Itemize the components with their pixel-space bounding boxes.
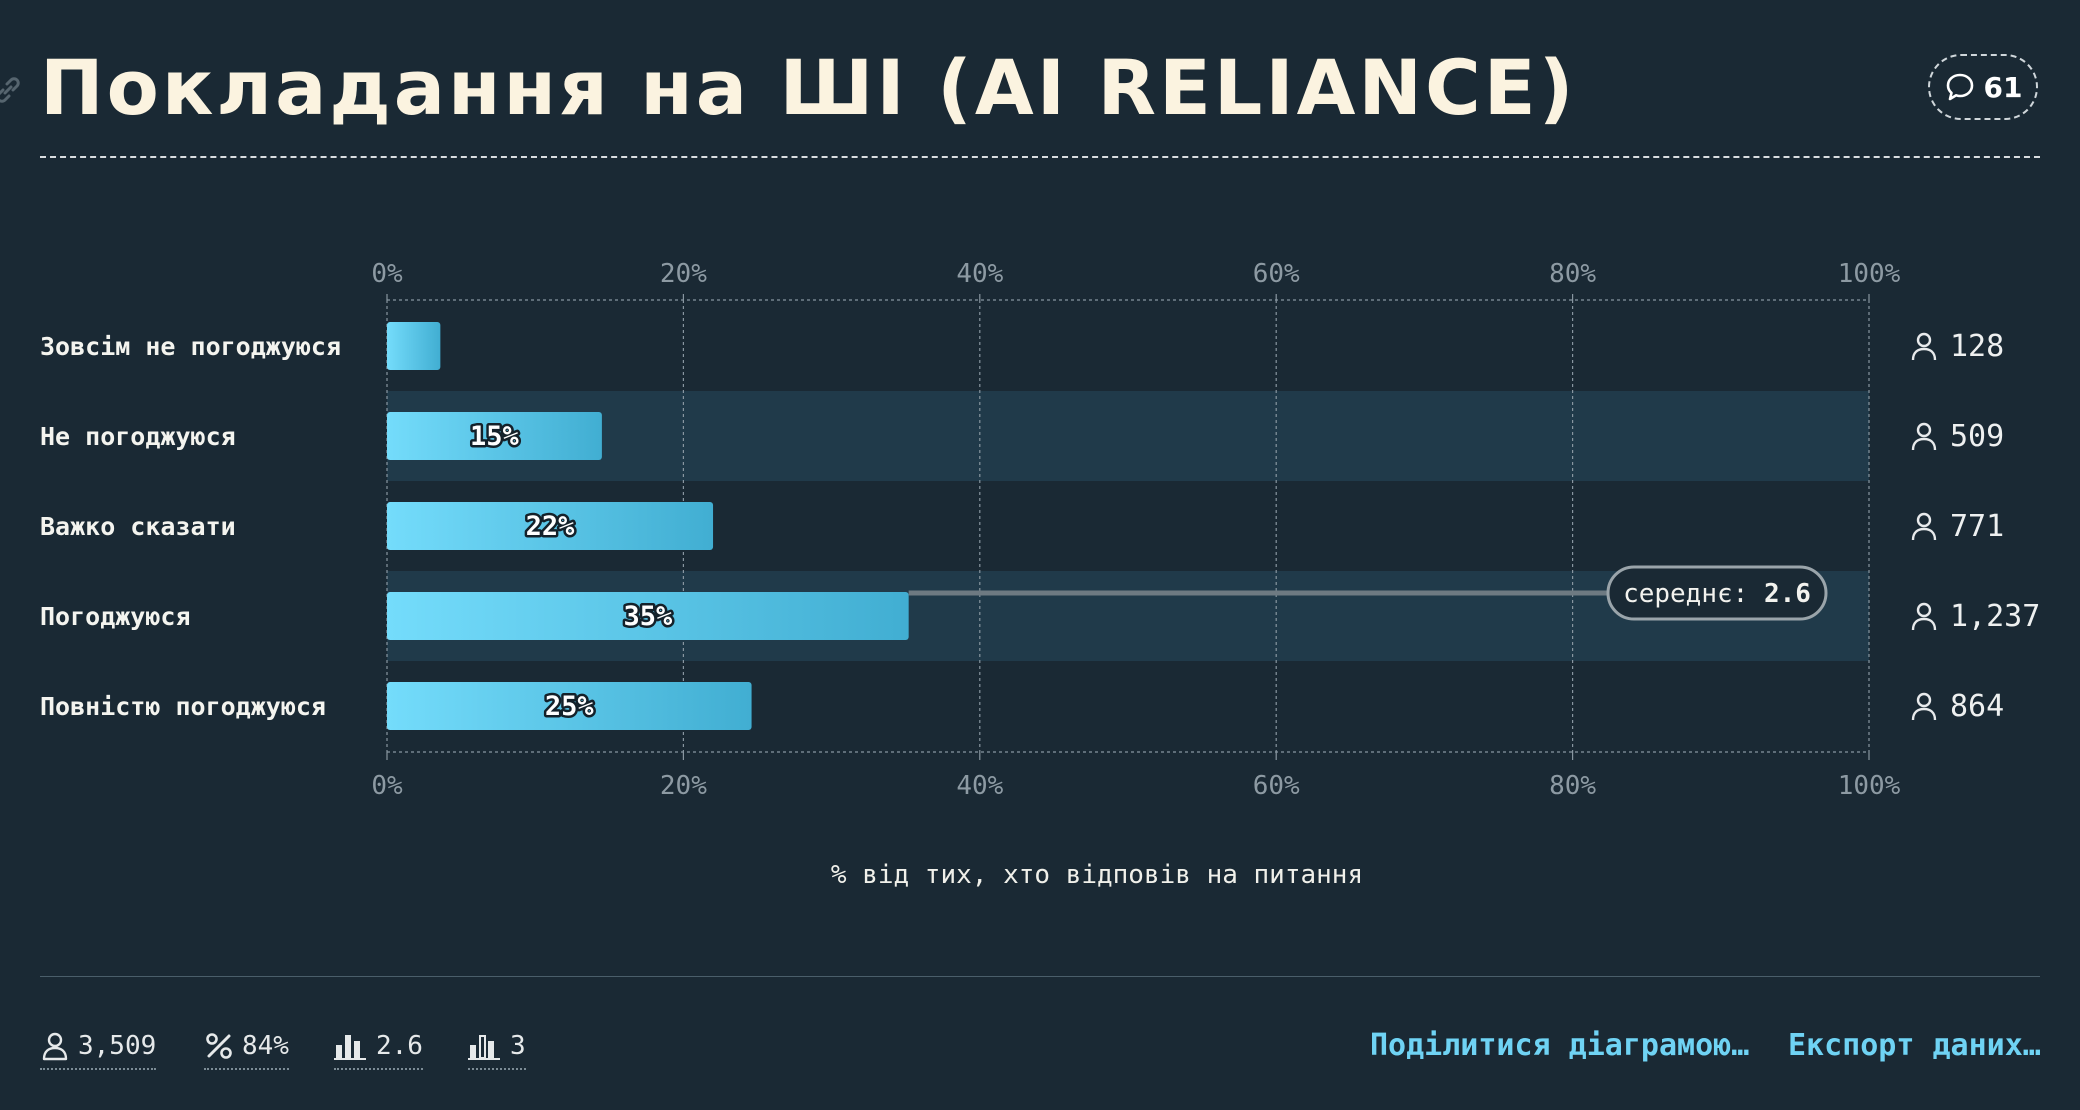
bar [387,592,909,640]
x-tick-label-top: 40% [956,259,1003,289]
comment-count: 61 [1983,70,2023,104]
x-tick-label-top: 20% [660,259,707,289]
bar [387,502,714,550]
category-label: Повністю погоджуюся [40,692,326,721]
x-axis-title: % від тих, хто відповів на питання [830,860,1364,890]
category-label: Не погоджуюся [40,422,236,451]
row-band [387,391,1869,481]
mean-badge [1606,565,1828,621]
mean-stat[interactable]: 2.6 [334,1026,423,1070]
x-tick-label-top: 60% [1253,259,1300,289]
x-tick-label-bottom: 60% [1253,771,1300,801]
bar [387,322,441,370]
mean-value: 2.6 [376,1031,423,1061]
x-tick-label-top: 100% [1838,259,1901,289]
link-icon[interactable] [0,76,22,104]
person-icon [1911,692,1937,721]
value-label: 22% [526,511,576,542]
mean-badge-text: середнє: 2.6 [1623,579,1811,609]
person-icon [1911,512,1937,541]
person-icon [1911,422,1937,451]
bar-chart-icon [334,1035,366,1060]
median-icon [468,1035,500,1060]
median-value: 3 [510,1031,526,1061]
x-tick-label-bottom: 20% [660,771,707,801]
share-chart-link[interactable]: Поділитися діаграмою… [1370,1028,1750,1063]
value-label: 35% [623,601,673,632]
value-label: 25% [545,691,595,722]
comments-button[interactable]: 61 [1928,54,2038,120]
mean-badge-value: 2.6 [1764,579,1811,609]
x-tick-label-top: 80% [1549,259,1596,289]
category-label: Важко сказати [40,512,236,541]
respondent-count: 1,237 [1950,599,2040,634]
value-label: 15% [470,421,520,452]
mean-label: середнє: [1623,579,1764,609]
respondent-count: 509 [1950,419,2004,454]
x-tick-label-top: 0% [371,259,403,289]
category-label: Зовсім не погоджуюся [40,332,341,361]
bar-chart: 0% 0% 20% 20% 40% 40% 60% 60% 80% 80% 100% 100% Зов… [40,259,2040,801]
title-divider [40,156,2040,158]
person-icon [1911,332,1937,361]
response-rate-value: 84% [242,1031,289,1061]
footer-divider [40,976,2040,977]
median-stat[interactable]: 3 [468,1026,526,1070]
bar [387,682,752,730]
x-tick-label-bottom: 0% [371,771,403,801]
x-tick-label-bottom: 100% [1838,771,1901,801]
respondent-count: 128 [1950,329,2004,364]
export-data-link[interactable]: Експорт даних… [1788,1028,2041,1063]
response-rate-stat[interactable]: 84% [204,1026,289,1070]
respondents-value: 3,509 [78,1031,157,1061]
page-title: Покладання на ШІ (AI RELIANCE) [40,43,1577,132]
respondent-count: 864 [1950,689,2004,724]
person-icon [42,1032,68,1061]
bar [387,412,602,460]
x-tick-label-bottom: 80% [1549,771,1596,801]
respondent-count: 771 [1950,509,2004,544]
x-tick-label-bottom: 40% [956,771,1003,801]
person-icon [1911,602,1937,631]
comment-icon [1946,73,1973,101]
respondents-stat[interactable]: 3,509 [40,1026,157,1070]
percent-icon [206,1033,232,1059]
category-label: Погоджуюся [40,602,191,631]
